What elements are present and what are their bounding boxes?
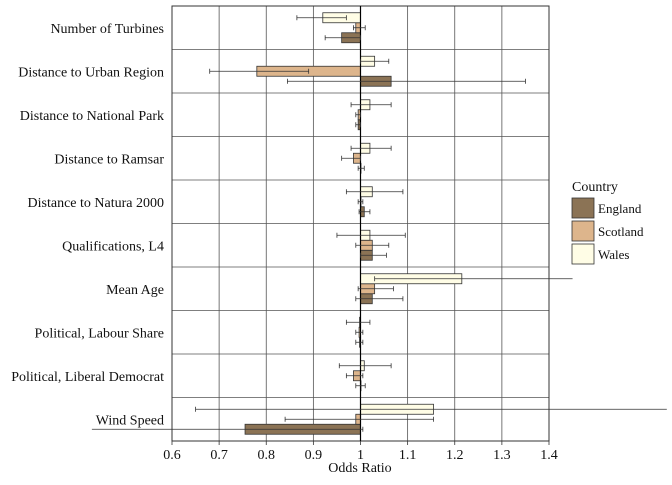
error-bars-layer bbox=[91, 15, 667, 432]
x-tick-label: 0.8 bbox=[258, 448, 276, 463]
category-label: Political, Liberal Democrat bbox=[11, 370, 164, 385]
category-label: Distance to Urban Region bbox=[18, 65, 164, 80]
legend-swatch-scotland bbox=[571, 220, 595, 242]
x-axis-label: Odds Ratio bbox=[328, 461, 391, 476]
legend-label-wales: Wales bbox=[598, 247, 629, 262]
legend-label-scotland: Scotland bbox=[598, 224, 644, 239]
x-tick-label: 1.3 bbox=[493, 448, 511, 463]
category-label: Distance to Ramsar bbox=[54, 152, 164, 167]
category-label: Political, Labour Share bbox=[35, 326, 164, 341]
axis-layer: Number of Turbines Distance to Urban Regi… bbox=[11, 22, 558, 463]
category-label: Number of Turbines bbox=[50, 22, 164, 37]
x-tick-label: 1.4 bbox=[540, 448, 558, 463]
legend-title: Country bbox=[572, 180, 618, 195]
category-label: Mean Age bbox=[106, 283, 164, 298]
legend-swatch-england bbox=[571, 197, 595, 219]
x-tick-label: 1.2 bbox=[446, 448, 464, 463]
x-tick-label: 1 bbox=[357, 448, 364, 463]
x-tick-label: 0.7 bbox=[210, 448, 228, 463]
x-tick-label: 0.9 bbox=[305, 448, 323, 463]
x-tick-label: 1.1 bbox=[399, 448, 417, 463]
legend-label-england: England bbox=[598, 201, 642, 216]
x-tick-label: 0.6 bbox=[163, 448, 181, 463]
category-label: Distance to National Park bbox=[20, 109, 164, 124]
legend-swatch-wales bbox=[571, 243, 595, 265]
category-label: Distance to Natura 2000 bbox=[28, 196, 164, 211]
legend: Country England Scotland Wales bbox=[571, 180, 644, 265]
category-label: Wind Speed bbox=[96, 413, 164, 428]
category-label: Qualifications, L4 bbox=[62, 239, 164, 254]
